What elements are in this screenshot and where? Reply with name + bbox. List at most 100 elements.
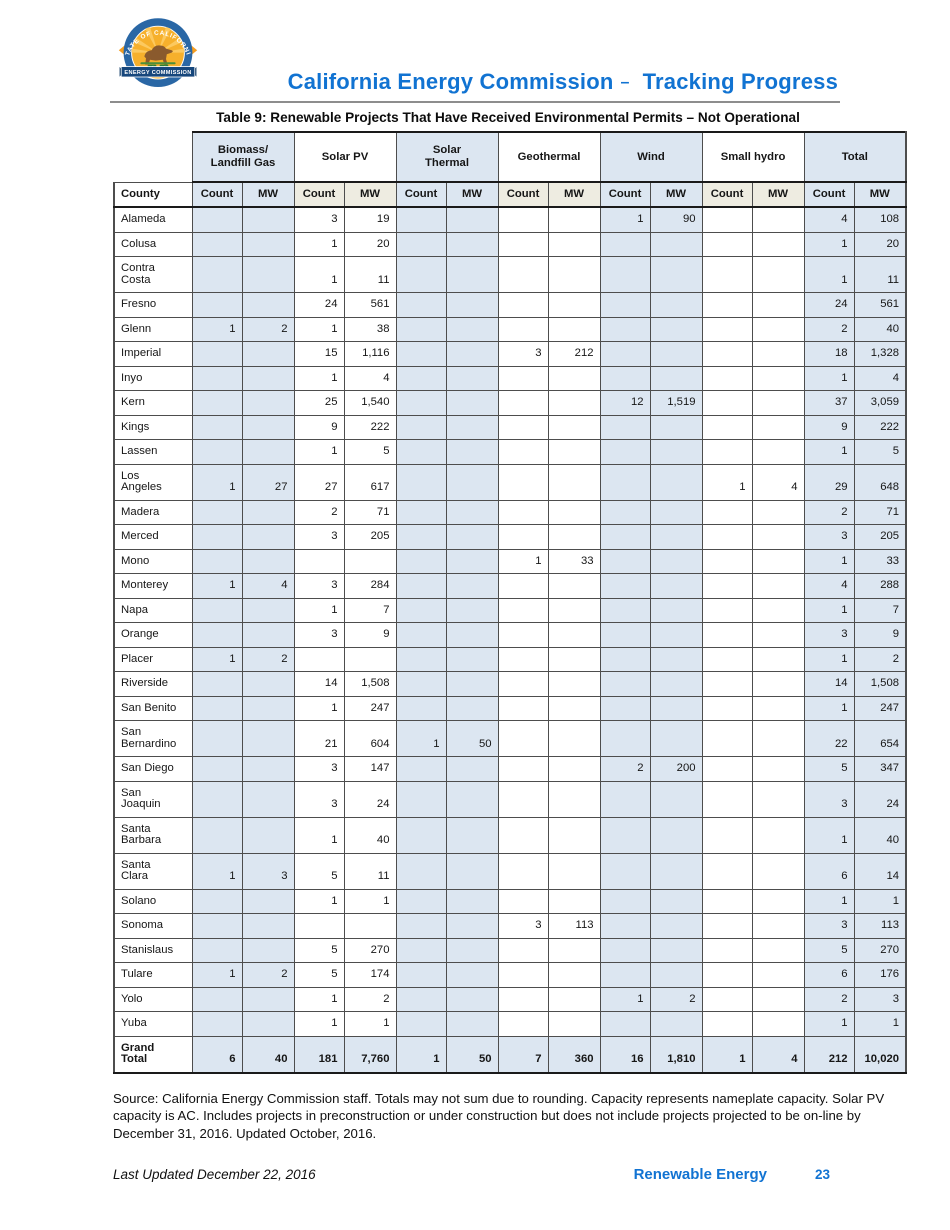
value-cell: [649, 365, 703, 391]
value-cell: [497, 852, 549, 890]
value-cell: [445, 573, 499, 599]
mw-header-cell: MW: [241, 181, 295, 208]
report-title-left: California Energy Commission: [287, 69, 614, 94]
value-cell: 4: [803, 573, 855, 599]
value-cell: 24: [853, 780, 908, 818]
value-cell: 6: [803, 962, 855, 988]
group-header-cell: Wind: [599, 131, 703, 183]
value-cell: [547, 206, 601, 233]
table-row: Kings 9 222 9 222: [113, 414, 908, 440]
value-cell: [395, 986, 447, 1012]
value-cell: 11: [853, 256, 908, 293]
value-cell: [445, 316, 499, 342]
county-cell: Alameda: [113, 206, 193, 233]
table-row: Merced 3 205 3 205: [113, 524, 908, 550]
value-cell: 1: [599, 206, 651, 233]
table-row: Inyo 1 4 1 4: [113, 365, 908, 391]
value-cell: 2: [343, 986, 397, 1012]
county-cell: Orange: [113, 622, 193, 648]
value-cell: 7: [497, 1035, 549, 1074]
value-cell: [649, 499, 703, 525]
value-cell: 2: [599, 756, 651, 782]
value-cell: 174: [343, 962, 397, 988]
value-cell: 5: [853, 439, 908, 465]
value-cell: 24: [343, 780, 397, 818]
table-title: Table 9: Renewable Projects That Have Re…: [216, 110, 800, 125]
value-cell: [241, 341, 295, 367]
value-cell: [241, 390, 295, 416]
report-title-right: Tracking Progress: [642, 69, 838, 94]
value-cell: [497, 597, 549, 623]
value-cell: 1: [497, 548, 549, 574]
value-cell: [649, 292, 703, 318]
county-cell: Imperial: [113, 341, 193, 367]
value-cell: 3: [293, 622, 345, 648]
value-cell: [649, 695, 703, 721]
value-cell: 24: [803, 292, 855, 318]
value-cell: 284: [343, 573, 397, 599]
value-cell: 181: [293, 1035, 345, 1074]
value-cell: [599, 463, 651, 501]
value-cell: [599, 573, 651, 599]
value-cell: 1: [293, 597, 345, 623]
value-cell: 288: [853, 573, 908, 599]
county-cell: Inyo: [113, 365, 193, 391]
county-cell: Santa Barbara: [113, 816, 193, 854]
value-cell: [445, 1011, 499, 1037]
value-cell: [751, 962, 805, 988]
value-cell: [701, 852, 753, 890]
value-cell: 11: [343, 256, 397, 293]
value-cell: [751, 852, 805, 890]
value-cell: [599, 548, 651, 574]
value-cell: [497, 720, 549, 757]
value-cell: [293, 646, 345, 672]
value-cell: [701, 1011, 753, 1037]
value-cell: [649, 341, 703, 367]
value-cell: [343, 646, 397, 672]
value-cell: [497, 439, 549, 465]
value-cell: 4: [803, 206, 855, 233]
value-cell: 1: [803, 1011, 855, 1037]
value-cell: 3: [293, 206, 345, 233]
value-cell: [751, 756, 805, 782]
table-row: Santa Barbara 1 40 1 40: [113, 816, 908, 854]
value-cell: [701, 622, 753, 648]
count-header-cell: Count: [293, 181, 345, 208]
value-cell: 40: [853, 316, 908, 342]
value-cell: [701, 365, 753, 391]
value-cell: 270: [853, 937, 908, 963]
value-cell: [241, 937, 295, 963]
table-row: Mono 1 33 1 33: [113, 548, 908, 574]
value-cell: [497, 986, 549, 1012]
value-cell: 40: [343, 816, 397, 854]
value-cell: 2: [803, 499, 855, 525]
value-cell: [701, 231, 753, 257]
value-cell: [701, 962, 753, 988]
value-cell: [191, 720, 243, 757]
value-cell: 29: [803, 463, 855, 501]
value-cell: [599, 414, 651, 440]
value-cell: [241, 756, 295, 782]
value-cell: 1,810: [649, 1035, 703, 1074]
value-cell: [445, 206, 499, 233]
value-cell: [751, 341, 805, 367]
value-cell: [599, 316, 651, 342]
county-cell: Yolo: [113, 986, 193, 1012]
value-cell: [649, 231, 703, 257]
value-cell: [395, 292, 447, 318]
table-body: Alameda 3 19 1 90 4 108 Colusa 1 20 1 20 Contra Cost…: [113, 206, 908, 1074]
county-cell: San Joaquin: [113, 780, 193, 818]
value-cell: 1: [803, 695, 855, 721]
value-cell: [701, 720, 753, 757]
value-cell: [751, 913, 805, 939]
value-cell: [649, 888, 703, 914]
group-header-cell: Geothermal: [497, 131, 601, 183]
table-row: San Diego 3 147 2 200 5 347: [113, 756, 908, 782]
county-cell: Grand Total: [113, 1035, 193, 1074]
value-cell: [497, 695, 549, 721]
value-cell: 50: [445, 720, 499, 757]
value-cell: [599, 962, 651, 988]
value-cell: 1,540: [343, 390, 397, 416]
value-cell: [547, 646, 601, 672]
value-cell: 1: [395, 720, 447, 757]
